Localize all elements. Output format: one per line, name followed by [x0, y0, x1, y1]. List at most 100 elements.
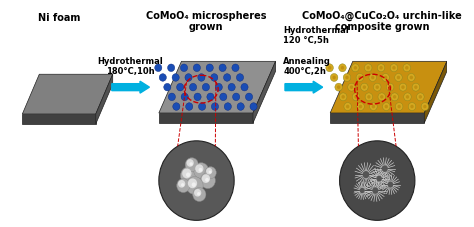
- Circle shape: [375, 86, 379, 90]
- Circle shape: [419, 96, 422, 99]
- Circle shape: [194, 94, 201, 101]
- Circle shape: [404, 94, 411, 101]
- Circle shape: [206, 168, 212, 175]
- Circle shape: [168, 65, 175, 72]
- Circle shape: [352, 64, 359, 72]
- Polygon shape: [330, 114, 424, 123]
- Circle shape: [215, 84, 222, 91]
- Circle shape: [198, 74, 205, 82]
- Circle shape: [359, 105, 362, 109]
- Circle shape: [209, 171, 211, 174]
- Circle shape: [205, 167, 216, 179]
- Circle shape: [392, 67, 396, 70]
- Circle shape: [344, 103, 351, 111]
- Circle shape: [377, 64, 385, 72]
- Text: CoMoO₄@CuCo₂O₄ urchin-like
composite grown: CoMoO₄@CuCo₂O₄ urchin-like composite gro…: [302, 11, 462, 32]
- Circle shape: [182, 169, 191, 178]
- Circle shape: [410, 105, 414, 109]
- Circle shape: [346, 105, 349, 109]
- Circle shape: [423, 105, 427, 109]
- Circle shape: [188, 179, 197, 188]
- Circle shape: [384, 105, 388, 109]
- Circle shape: [393, 96, 396, 99]
- Circle shape: [202, 175, 210, 183]
- Text: Ni foam: Ni foam: [38, 12, 80, 22]
- Circle shape: [408, 74, 415, 82]
- Text: CoMoO₄ microspheres
grown: CoMoO₄ microspheres grown: [146, 11, 266, 32]
- Circle shape: [178, 180, 185, 188]
- Polygon shape: [22, 75, 113, 114]
- Circle shape: [210, 74, 218, 82]
- Circle shape: [172, 74, 179, 82]
- Circle shape: [155, 65, 162, 72]
- Circle shape: [337, 86, 340, 90]
- Circle shape: [199, 168, 202, 172]
- Circle shape: [335, 84, 342, 92]
- Polygon shape: [253, 62, 275, 123]
- Circle shape: [383, 103, 390, 111]
- Circle shape: [246, 94, 253, 101]
- Circle shape: [355, 96, 358, 99]
- Circle shape: [361, 84, 368, 92]
- Circle shape: [250, 103, 257, 111]
- Polygon shape: [159, 114, 253, 123]
- Circle shape: [360, 188, 365, 193]
- Polygon shape: [424, 62, 447, 123]
- Circle shape: [372, 188, 378, 194]
- Circle shape: [194, 163, 209, 179]
- Circle shape: [369, 74, 376, 82]
- Circle shape: [354, 67, 357, 70]
- Circle shape: [207, 94, 214, 101]
- Circle shape: [363, 86, 366, 90]
- Circle shape: [159, 141, 234, 220]
- Circle shape: [365, 64, 372, 72]
- Polygon shape: [96, 75, 113, 124]
- Circle shape: [194, 189, 201, 197]
- Circle shape: [159, 74, 166, 82]
- Circle shape: [185, 158, 199, 172]
- Circle shape: [406, 96, 409, 99]
- Circle shape: [193, 65, 201, 72]
- Circle shape: [186, 103, 193, 111]
- Circle shape: [356, 74, 364, 82]
- Circle shape: [376, 176, 382, 182]
- Circle shape: [374, 84, 381, 92]
- Polygon shape: [330, 62, 447, 114]
- Circle shape: [177, 179, 190, 193]
- Circle shape: [201, 173, 215, 189]
- Circle shape: [405, 67, 409, 70]
- Circle shape: [395, 74, 402, 82]
- Circle shape: [339, 94, 347, 101]
- Circle shape: [232, 65, 239, 72]
- Circle shape: [181, 183, 184, 187]
- Circle shape: [358, 76, 362, 80]
- Circle shape: [379, 67, 383, 70]
- Circle shape: [388, 86, 392, 90]
- Circle shape: [332, 76, 336, 80]
- FancyArrow shape: [112, 82, 149, 94]
- Circle shape: [168, 94, 175, 101]
- Circle shape: [199, 103, 206, 111]
- Circle shape: [382, 166, 388, 172]
- Circle shape: [348, 84, 356, 92]
- Circle shape: [190, 163, 193, 166]
- Circle shape: [185, 74, 192, 82]
- Circle shape: [391, 94, 398, 101]
- Circle shape: [193, 188, 206, 202]
- Circle shape: [206, 65, 213, 72]
- Circle shape: [224, 103, 231, 111]
- Polygon shape: [22, 114, 96, 124]
- Circle shape: [190, 84, 197, 91]
- Circle shape: [363, 171, 369, 178]
- Circle shape: [388, 182, 393, 188]
- Circle shape: [233, 94, 240, 101]
- Circle shape: [395, 103, 403, 111]
- Circle shape: [386, 84, 394, 92]
- Circle shape: [339, 141, 415, 220]
- Circle shape: [384, 76, 387, 80]
- Circle shape: [195, 165, 203, 173]
- Circle shape: [371, 76, 374, 80]
- Circle shape: [181, 94, 188, 101]
- Circle shape: [370, 103, 377, 111]
- Circle shape: [219, 65, 226, 72]
